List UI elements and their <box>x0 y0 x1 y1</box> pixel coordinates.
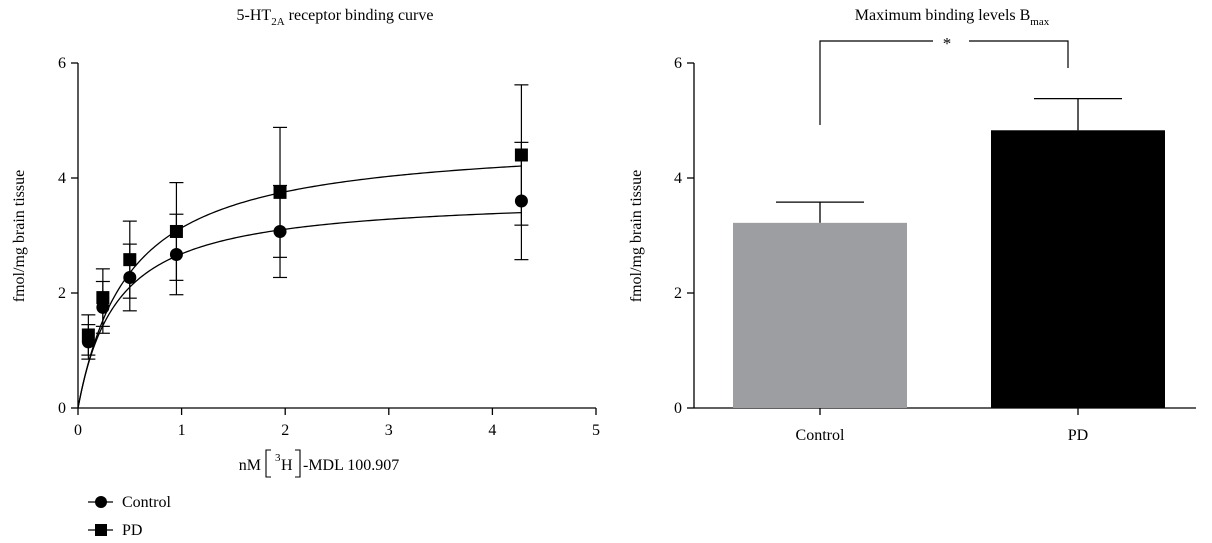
binding-curve-x-label: nM 3 H -MDL 100.907 <box>239 449 399 478</box>
y-tick-label: 6 <box>58 55 66 72</box>
x-tick-label: 0 <box>74 422 82 439</box>
legend-control-marker <box>95 496 107 508</box>
x-label-element: H <box>281 457 293 474</box>
y-tick-label: 6 <box>674 55 682 72</box>
bmax-title: Maximum binding levels Bmax <box>855 7 1050 28</box>
x-label-suffix: -MDL 100.907 <box>303 457 399 474</box>
data-point-pd <box>81 328 95 342</box>
data-point-pd <box>96 291 110 305</box>
y-tick-label: 0 <box>674 400 682 417</box>
data-point-control <box>96 300 110 314</box>
significance-marker: * <box>943 34 952 53</box>
binding-curve-title-subscript: 2A <box>271 16 285 28</box>
binding-curve-panel: 5-HT2A receptor binding curve 0 2 4 6 0 1 2 3 4… <box>11 7 600 539</box>
legend-item-pd: PD <box>88 522 142 539</box>
x-label-prefix: nM <box>239 457 261 474</box>
fit-curve-control <box>77 211 522 409</box>
bmax-y-label: fmol/mg brain tissue <box>628 170 645 302</box>
bmax-category-labels: Control PD <box>796 408 1088 444</box>
binding-curve-title-main: 5-HT <box>237 7 272 24</box>
bar-category-label-pd: PD <box>1068 427 1088 444</box>
binding-curve-points <box>81 148 528 349</box>
data-point-control <box>273 224 287 238</box>
significance-bracket <box>819 40 1069 125</box>
y-tick-label: 2 <box>674 285 682 302</box>
binding-curve-fits <box>77 165 522 409</box>
binding-curve-y-label: fmol/mg brain tissue <box>11 170 28 302</box>
y-tick-label: 0 <box>58 400 66 417</box>
bmax-panel: Maximum binding levels Bmax 0 2 4 6 fmol/mg… <box>628 7 1196 444</box>
data-point-pd <box>169 224 183 238</box>
x-label-left-bracket <box>265 449 271 478</box>
data-point-control <box>123 270 137 284</box>
x-label-right-bracket <box>295 449 301 478</box>
bmax-title-subscript: max <box>1030 16 1049 28</box>
data-point-pd <box>123 253 137 267</box>
legend-pd-marker <box>95 524 107 536</box>
fit-curve-pd <box>77 165 522 409</box>
data-point-pd <box>273 185 287 199</box>
binding-curve-error-bars <box>81 84 529 360</box>
bmax-title-main: Maximum binding levels B <box>855 7 1031 24</box>
legend: Control PD <box>88 494 171 539</box>
bar-control <box>733 222 907 408</box>
legend-item-control: Control <box>88 494 171 511</box>
x-tick-label: 2 <box>281 422 289 439</box>
x-tick-label: 4 <box>488 422 496 439</box>
legend-pd-label: PD <box>122 522 142 539</box>
binding-curve-y-ticks: 0 2 4 6 <box>58 55 78 417</box>
legend-control-label: Control <box>122 494 171 511</box>
bar-category-label-control: Control <box>796 427 845 444</box>
binding-curve-title-rest: receptor binding curve <box>285 7 434 24</box>
x-tick-label: 5 <box>592 422 600 439</box>
data-point-pd <box>514 148 528 162</box>
data-point-control <box>169 247 183 261</box>
bmax-y-ticks: 0 2 4 6 <box>674 55 694 417</box>
bmax-bars <box>733 98 1165 408</box>
binding-curve-x-ticks: 0 1 2 3 4 5 <box>74 408 600 439</box>
data-point-control <box>514 194 528 208</box>
x-label-superscript: 3 <box>275 452 281 464</box>
x-tick-label: 1 <box>178 422 186 439</box>
binding-curve-title: 5-HT2A receptor binding curve <box>237 7 434 28</box>
y-tick-label: 2 <box>58 285 66 302</box>
bar-pd <box>991 130 1165 408</box>
x-tick-label: 3 <box>385 422 393 439</box>
y-tick-label: 4 <box>674 170 682 187</box>
y-tick-label: 4 <box>58 170 66 187</box>
